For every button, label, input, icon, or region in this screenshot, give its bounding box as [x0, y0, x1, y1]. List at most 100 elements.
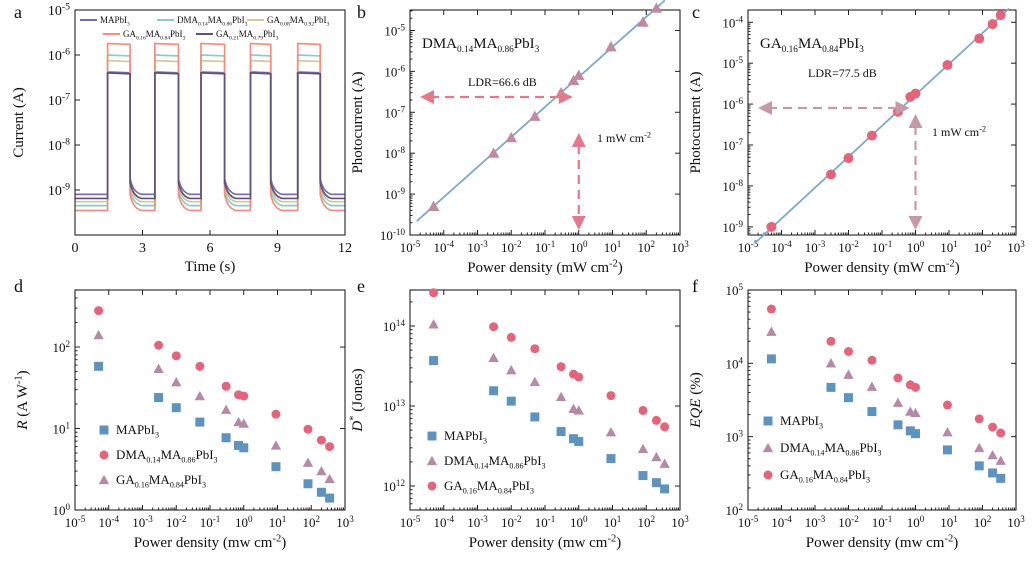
panel-b-ldr-arrowhead-left: [420, 90, 434, 104]
panel-f-point-DMA0.14MA0.86PbI3: [766, 326, 777, 336]
panel-e-legend-marker: [426, 455, 438, 466]
panel-e-point-GA0.16MA0.84PbI3: [638, 405, 648, 415]
panel-f-xtick-label: 10-1: [872, 514, 893, 530]
panel-f-point-GA0.16MA0.84PbI3: [911, 382, 920, 392]
panel-a-xtick-label: 0: [72, 241, 79, 256]
panel-e-point-GA0.16MA0.84PbI3: [506, 332, 516, 342]
panel-b-ytick-label: 10-5: [384, 23, 405, 39]
panel-b-ytick-label: 10-7: [384, 104, 405, 120]
panel-d: 10-5 10-4 10-3 10-2 10-1 100 101 102 103 Power de…: [13, 289, 354, 551]
panel-f-legend-label: MAPbI3: [780, 413, 823, 430]
panel-c-ldr-label: LDR=77.5 dB: [808, 66, 877, 80]
panel-d-xtick-label: 10-3: [132, 514, 153, 530]
panel-e-xtick-label: 103: [671, 514, 689, 530]
panel-b-point: [650, 2, 663, 13]
panel-f-point-MAPbI3: [905, 426, 915, 436]
panel-e-xtick-label: 10-2: [501, 514, 522, 530]
panel-a-ylabel: Current (A): [11, 87, 27, 157]
panel-e-ytick-label: 1013: [383, 398, 406, 414]
panel-letter-f: f: [692, 276, 698, 296]
panel-d-point-DMA0.14MA0.86PbI3: [171, 351, 181, 361]
panel-f-point-MAPbI3: [826, 382, 836, 392]
panel-e: 10-5 10-4 10-3 10-2 10-1 100 101 102 103 Power de…: [348, 288, 689, 551]
panel-a-ytick-label: 10-6: [48, 47, 70, 64]
panel-d-point-MAPbI3: [221, 433, 231, 443]
panel-f-legend-marker: [763, 470, 773, 480]
panel-d-legend-label: GA0.16MA0.84PbI3: [116, 472, 206, 489]
panel-b-power-arrowhead-bottom: [571, 216, 586, 230]
panel-f-point-MAPbI3: [867, 407, 877, 417]
panel-f-point-MAPbI3: [974, 461, 984, 471]
panel-f-legend-marker: [763, 416, 773, 426]
panel-f-point-DMA0.14MA0.86PbI3: [892, 397, 904, 407]
panel-c-xtick-label: 10-1: [872, 239, 893, 255]
panel-c-point: [866, 130, 877, 141]
panel-e-point-MAPbI3: [489, 386, 499, 396]
panel-f-ytick-label: 105: [725, 282, 743, 298]
panel-d-point-DMA0.14MA0.86PbI3: [303, 424, 313, 434]
panel-f-xtick-label: 10-4: [771, 514, 792, 530]
panel-b-ytick-label: 10-9: [384, 186, 405, 202]
panel-d-point-DMA0.14MA0.86PbI3: [316, 435, 326, 445]
panel-d-xtick-label: 10-2: [166, 514, 187, 530]
panel-d-xtick-label: 10-1: [200, 514, 221, 530]
panel-c: 10-5 10-4 10-3 10-2 10-1 100 101 102 103 Power de…: [688, 7, 1025, 276]
panel-e-point-MAPbI3: [506, 396, 516, 406]
panel-e-point-GA0.16MA0.84PbI3: [489, 322, 499, 332]
panel-d-point-GA0.16MA0.84PbI3: [324, 473, 335, 484]
panel-c-xtick-label: 10-4: [771, 239, 792, 255]
panel-b-xtick-label: 10-4: [433, 239, 454, 255]
panel-f-point-GA0.16MA0.84PbI3: [988, 422, 998, 432]
panel-c-power-arrowhead-top: [908, 114, 923, 128]
panel-c-point: [910, 88, 921, 99]
panel-c-xtick-label: 10-5: [738, 239, 759, 255]
panel-f-point-MAPbI3: [893, 420, 903, 430]
panel-d-xlabel: Power density (mw cm-2): [134, 533, 286, 551]
panel-c-point: [843, 153, 854, 164]
panel-c-xtick-label: 102: [974, 239, 992, 255]
panel-b-fit-line: [416, 0, 666, 222]
panel-a: 0 3 6 9 12 10-9 10-8 10-7 10-6 10-5 Time (s) Curren…: [11, 2, 352, 275]
panel-f-ytick-label: 102: [725, 502, 743, 518]
panel-c-ldr-arrowhead-right: [895, 101, 910, 115]
panel-e-point-DMA0.14MA0.86PbI3: [659, 458, 670, 468]
panel-b-point: [573, 69, 585, 80]
panel-d-ytick-label: 102: [52, 339, 70, 355]
panel-e-ytick-label: 1012: [383, 478, 406, 494]
panel-c-title: GA0.16MA0.84PbI3: [760, 36, 864, 55]
panel-f-ylabel: EQE (%): [688, 372, 704, 428]
panel-b-ylabel: Photocurrent (A): [350, 71, 366, 173]
panel-b-power-arrowhead-top: [571, 133, 586, 147]
panel-e-point-DMA0.14MA0.86PbI3: [506, 365, 517, 375]
panel-c-frame: [747, 9, 1017, 236]
panel-a-xtick-label: 9: [274, 241, 281, 256]
panel-e-point-MAPbI3: [660, 484, 670, 494]
panel-d-point-MAPbI3: [94, 361, 104, 371]
panel-e-legend-label: GA0.16MA0.84PbI3: [444, 478, 534, 495]
panel-c-xtick-label: 100: [907, 239, 925, 255]
panel-d-legend-marker: [99, 450, 109, 460]
panel-f-point-GA0.16MA0.84PbI3: [867, 355, 877, 365]
panel-f-xtick-label: 10-5: [738, 514, 759, 530]
panel-f-point-GA0.16MA0.84PbI3: [893, 373, 903, 383]
panel-e-point-GA0.16MA0.84PbI3: [606, 391, 616, 401]
panel-d-point-DMA0.14MA0.86PbI3: [94, 306, 104, 316]
panel-e-point-DMA0.14MA0.86PbI3: [529, 376, 541, 387]
panel-f-legend-label: DMA0.14MA0.86PbI3: [780, 440, 882, 457]
panel-b-ldr-label: LDR=66.6 dB: [468, 75, 537, 89]
panel-f-point-DMA0.14MA0.86PbI3: [987, 449, 998, 460]
trace-GA0.16MA0.84PbI3: [75, 42, 345, 212]
panel-e-point-DMA0.14MA0.86PbI3: [488, 352, 499, 362]
panel-e-legend-marker: [427, 481, 437, 491]
panel-d-point-MAPbI3: [195, 417, 205, 427]
panel-letter-c: c: [692, 2, 700, 22]
panel-b-point: [605, 40, 617, 52]
panel-d-xtick-label: 102: [302, 514, 320, 530]
panel-f-point-DMA0.14MA0.86PbI3: [866, 381, 878, 391]
panel-b-ytick-label: 10-6: [384, 63, 405, 79]
panel-a-xtick-label: 12: [338, 241, 352, 256]
panel-f-point-DMA0.14MA0.86PbI3: [942, 427, 953, 437]
panel-d-point-GA0.16MA0.84PbI3: [93, 329, 104, 340]
panel-f-point-MAPbI3: [844, 393, 853, 403]
